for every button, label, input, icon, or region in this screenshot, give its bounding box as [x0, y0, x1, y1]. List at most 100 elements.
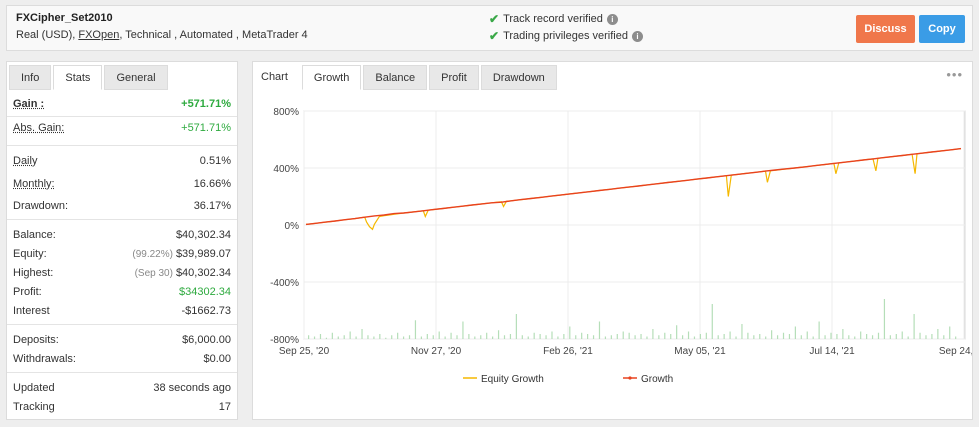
volume-bar	[889, 335, 891, 339]
volume-bar	[681, 335, 684, 339]
stat-label[interactable]: Gain :	[13, 98, 45, 110]
trading-privileges-label: Trading privileges verified	[503, 30, 628, 42]
volume-bar	[474, 336, 476, 339]
volume-bar	[610, 335, 612, 339]
volume-bar	[895, 334, 897, 339]
volume-bar	[450, 332, 452, 339]
discuss-button[interactable]: Discuss	[856, 15, 915, 43]
stat-value: -$1662.73	[181, 305, 231, 317]
volume-bar	[699, 334, 701, 339]
stat-note: (Sep 30)	[134, 268, 173, 279]
stat-label: Updated	[13, 382, 55, 394]
y-tick-label: 800%	[273, 107, 299, 118]
stat-value: $40,302.34	[175, 229, 231, 241]
volume-bar	[800, 335, 802, 339]
volume-bar	[676, 325, 678, 339]
stat-balance: Balance: $40,302.34	[13, 226, 231, 244]
tab-general[interactable]: General	[104, 65, 168, 90]
volume-bar	[931, 334, 933, 339]
stat-value: 17	[218, 401, 231, 413]
volume-bar	[319, 334, 322, 339]
account-meta-prefix: Real (USD),	[16, 29, 76, 41]
broker-link[interactable]: FXOpen	[78, 29, 120, 41]
volume-bar	[848, 335, 850, 339]
stats-panel: Info Stats General Gain : +571.71% Abs. …	[6, 61, 238, 420]
volume-bar	[527, 336, 529, 339]
volume-bar	[509, 334, 512, 339]
volume-bar	[729, 331, 731, 339]
info-icon[interactable]: i	[632, 30, 643, 42]
volume-bar	[907, 336, 909, 339]
stats-tabs: Info Stats General	[9, 65, 170, 90]
x-tick-label: Sep 25, '20	[279, 346, 330, 357]
volume-bar	[759, 334, 761, 339]
volume-bar	[705, 332, 707, 339]
legend-marker	[628, 376, 632, 380]
volume-bar	[325, 337, 328, 339]
volume-bar	[782, 332, 785, 339]
volume-bar	[420, 336, 422, 339]
volume-bar	[587, 334, 589, 339]
volume-bar	[824, 335, 826, 339]
stat-label[interactable]: Monthly:	[13, 178, 55, 190]
volume-bar	[414, 320, 417, 339]
divider	[7, 324, 237, 325]
volume-bar	[765, 336, 767, 339]
volume-bar	[343, 335, 345, 339]
stat-label[interactable]: Daily	[13, 155, 38, 167]
volume-bar	[444, 336, 446, 339]
volume-bar	[664, 332, 666, 339]
stat-label: Deposits:	[13, 334, 59, 346]
volume-bar	[551, 331, 553, 339]
volume-bar	[836, 334, 838, 339]
stat-label: Profit:	[13, 286, 42, 298]
stat-updated: Updated 38 seconds ago	[13, 379, 231, 397]
volume-bar	[563, 334, 565, 339]
volume-bar	[592, 335, 595, 339]
volume-bar	[925, 335, 927, 339]
volume-bar	[604, 336, 607, 339]
volume-bar	[480, 335, 482, 339]
volume-bar	[426, 334, 428, 339]
stat-label[interactable]: Abs. Gain:	[13, 122, 65, 134]
volume-bar	[438, 331, 440, 339]
volume-bar	[747, 332, 749, 339]
growth-chart: 800% 400% 0% -400% -800%Sep 25, '20 Nov 27, '…	[270, 107, 972, 385]
more-options-icon[interactable]: •••	[946, 67, 963, 82]
volume-bar	[693, 336, 696, 339]
tab-balance[interactable]: Balance	[363, 65, 428, 90]
stat-label: Withdrawals:	[13, 353, 76, 365]
volume-bar	[771, 330, 773, 339]
volume-bar	[557, 336, 559, 339]
tab-growth[interactable]: Growth	[301, 65, 362, 90]
y-tick-label: -800%	[270, 335, 299, 346]
volume-bar	[901, 331, 903, 339]
chart-panel: Chart Growth Balance Profit Drawdown •••…	[252, 61, 973, 420]
tab-info[interactable]: Info	[9, 65, 52, 90]
info-icon[interactable]: i	[606, 13, 618, 25]
divider	[7, 145, 237, 146]
legend-label: Equity Growth	[481, 374, 544, 385]
tab-drawdown[interactable]: Drawdown	[480, 65, 557, 90]
stat-value: 0.51%	[199, 155, 231, 167]
volume-bar	[408, 335, 411, 339]
stat-label: Balance:	[13, 229, 56, 241]
volume-bar	[515, 314, 517, 339]
tab-stats[interactable]: Stats	[53, 65, 103, 90]
check-icon: ✔	[489, 29, 500, 43]
stat-label: Tracking	[13, 401, 55, 413]
volume-bar	[492, 336, 494, 339]
trading-privileges-verified: ✔ Trading privileges verified i	[489, 29, 643, 43]
volume-bar	[723, 334, 725, 339]
copy-button[interactable]: Copy	[919, 15, 965, 43]
tab-profit[interactable]: Profit	[429, 65, 479, 90]
stat-withdrawals: Withdrawals: $0.00	[13, 350, 231, 368]
stat-equity: Equity: (99.22%) $39,989.07	[13, 245, 231, 263]
volume-bar	[812, 336, 814, 339]
volume-bar	[616, 334, 618, 339]
volume-bar	[456, 335, 458, 339]
volume-bar	[794, 326, 796, 339]
stat-deposits: Deposits: $6,000.00	[13, 331, 231, 349]
stat-abs-gain: Abs. Gain: +571.71%	[13, 119, 231, 137]
volume-bar	[735, 336, 737, 339]
